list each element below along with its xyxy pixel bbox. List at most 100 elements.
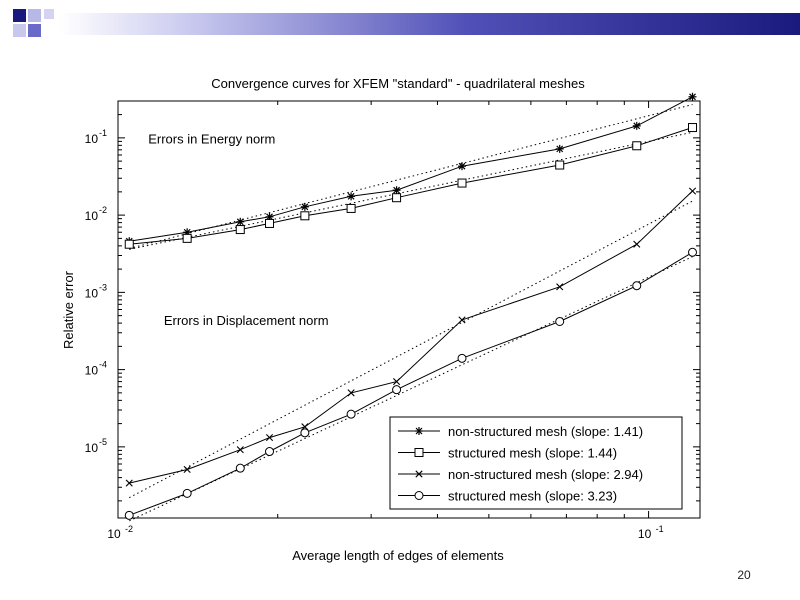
legend-entry: non-structured mesh (slope: 1.41) — [398, 424, 643, 439]
legend-label: non-structured mesh (slope: 1.41) — [448, 424, 643, 439]
legend-marker-x — [415, 470, 423, 478]
data-point-square — [300, 211, 310, 221]
marker-stroke — [265, 433, 274, 442]
x-tick-label-base: 10 — [107, 527, 121, 541]
marker-circle — [457, 353, 467, 363]
marker-stroke — [183, 465, 191, 474]
y-tick-label-base: 10 — [85, 132, 99, 146]
marker-stroke — [556, 145, 564, 153]
marker-square — [182, 233, 192, 243]
marker-square — [392, 193, 402, 203]
marker-circle — [555, 316, 565, 326]
data-point-star — [300, 202, 309, 211]
data-point-star — [688, 92, 697, 101]
data-point-circle — [235, 463, 245, 473]
data-point-x — [265, 433, 274, 442]
marker-stroke — [393, 186, 401, 194]
data-point-star — [236, 217, 245, 226]
data-point-square — [124, 239, 134, 249]
marker-square — [632, 141, 642, 151]
data-point-star — [555, 144, 564, 153]
data-point-circle — [632, 281, 642, 291]
legend-box — [389, 416, 683, 510]
legend-marker-square — [414, 448, 424, 457]
fit-line-2 — [129, 131, 693, 250]
marker-stroke — [633, 240, 641, 248]
data-point-x — [347, 389, 355, 397]
marker-square — [235, 225, 245, 235]
data-point-circle — [457, 353, 467, 363]
data-point-square — [235, 225, 245, 235]
marker-circle — [414, 491, 424, 500]
marker-square — [124, 239, 134, 249]
logo-square-light — [28, 9, 41, 22]
series-line-1 — [129, 96, 693, 242]
data-point-star — [632, 121, 641, 130]
marker-square — [300, 211, 310, 221]
annotation-label: Errors in Displacement norm — [164, 313, 329, 328]
marker-circle — [182, 488, 192, 498]
data-point-square — [457, 178, 467, 188]
marker-circle — [300, 428, 310, 438]
y-tick-label-base: 10 — [85, 209, 99, 223]
marker-stroke — [689, 93, 696, 101]
marker-stroke — [125, 479, 133, 487]
marker-circle — [392, 385, 402, 395]
x-tick-label-base: 10 — [638, 527, 652, 541]
logo-square-light-2 — [13, 24, 26, 37]
series-markers — [124, 92, 698, 520]
marker-square — [555, 160, 565, 170]
data-point-x — [633, 240, 641, 248]
logo-square-small — [44, 9, 54, 19]
marker-stroke — [556, 283, 564, 291]
legend-entry: non-structured mesh (slope: 2.94) — [398, 467, 643, 482]
data-point-x — [556, 283, 564, 291]
marker-stroke — [266, 213, 273, 221]
data-point-circle — [300, 428, 310, 438]
logo-square-medium — [28, 24, 41, 37]
marker-stroke — [415, 427, 423, 435]
data-point-square — [555, 160, 565, 170]
annotations: Errors in Energy norm Errors in Displacem… — [148, 131, 328, 328]
y-tick-label-exponent: -1 — [99, 128, 107, 138]
marker-circle — [632, 281, 642, 291]
legend-label: non-structured mesh (slope: 2.94) — [448, 467, 643, 482]
legend-label: structured mesh (slope: 1.44) — [448, 446, 617, 461]
y-tick-label-exponent: -4 — [99, 360, 107, 370]
x-tick-label-exponent: -2 — [125, 524, 133, 534]
data-point-square — [392, 193, 402, 203]
data-point-star — [347, 192, 356, 201]
axis-ticks: 10 -2 10 -110 -510 -410 -310 -210 -1 — [85, 101, 700, 541]
legend-marker-star — [415, 427, 423, 435]
marker-stroke — [392, 377, 401, 386]
y-tick-label-exponent: -3 — [99, 282, 107, 292]
marker-circle — [265, 447, 275, 457]
data-point-circle — [182, 488, 192, 498]
marker-stroke — [458, 162, 466, 170]
legend-entry: structured mesh (slope: 3.23) — [398, 489, 617, 504]
marker-circle — [235, 463, 245, 473]
data-point-square — [265, 218, 275, 228]
data-point-x — [125, 479, 133, 487]
page-number: 20 — [737, 568, 751, 582]
data-point-square — [632, 141, 642, 151]
marker-stroke — [301, 203, 309, 211]
y-tick-label-exponent: -2 — [99, 205, 107, 215]
data-point-circle — [346, 409, 356, 419]
x-axis-label: Average length of edges of elements — [292, 548, 504, 563]
marker-circle — [124, 510, 134, 520]
data-point-x — [236, 446, 244, 454]
data-point-square — [346, 203, 356, 213]
legend-label: structured mesh (slope: 3.23) — [448, 489, 617, 504]
data-point-circle — [688, 247, 698, 257]
chart-title: Convergence curves for XFEM "standard" -… — [211, 76, 585, 91]
y-tick-label-base: 10 — [85, 286, 99, 300]
data-point-star — [392, 186, 401, 195]
marker-stroke — [236, 218, 244, 226]
marker-square — [414, 448, 424, 457]
marker-stroke — [688, 187, 697, 195]
annotation-label: Errors in Energy norm — [148, 131, 275, 146]
marker-stroke — [415, 470, 423, 478]
data-point-circle — [124, 510, 134, 520]
y-tick-label-exponent: -5 — [99, 437, 107, 447]
